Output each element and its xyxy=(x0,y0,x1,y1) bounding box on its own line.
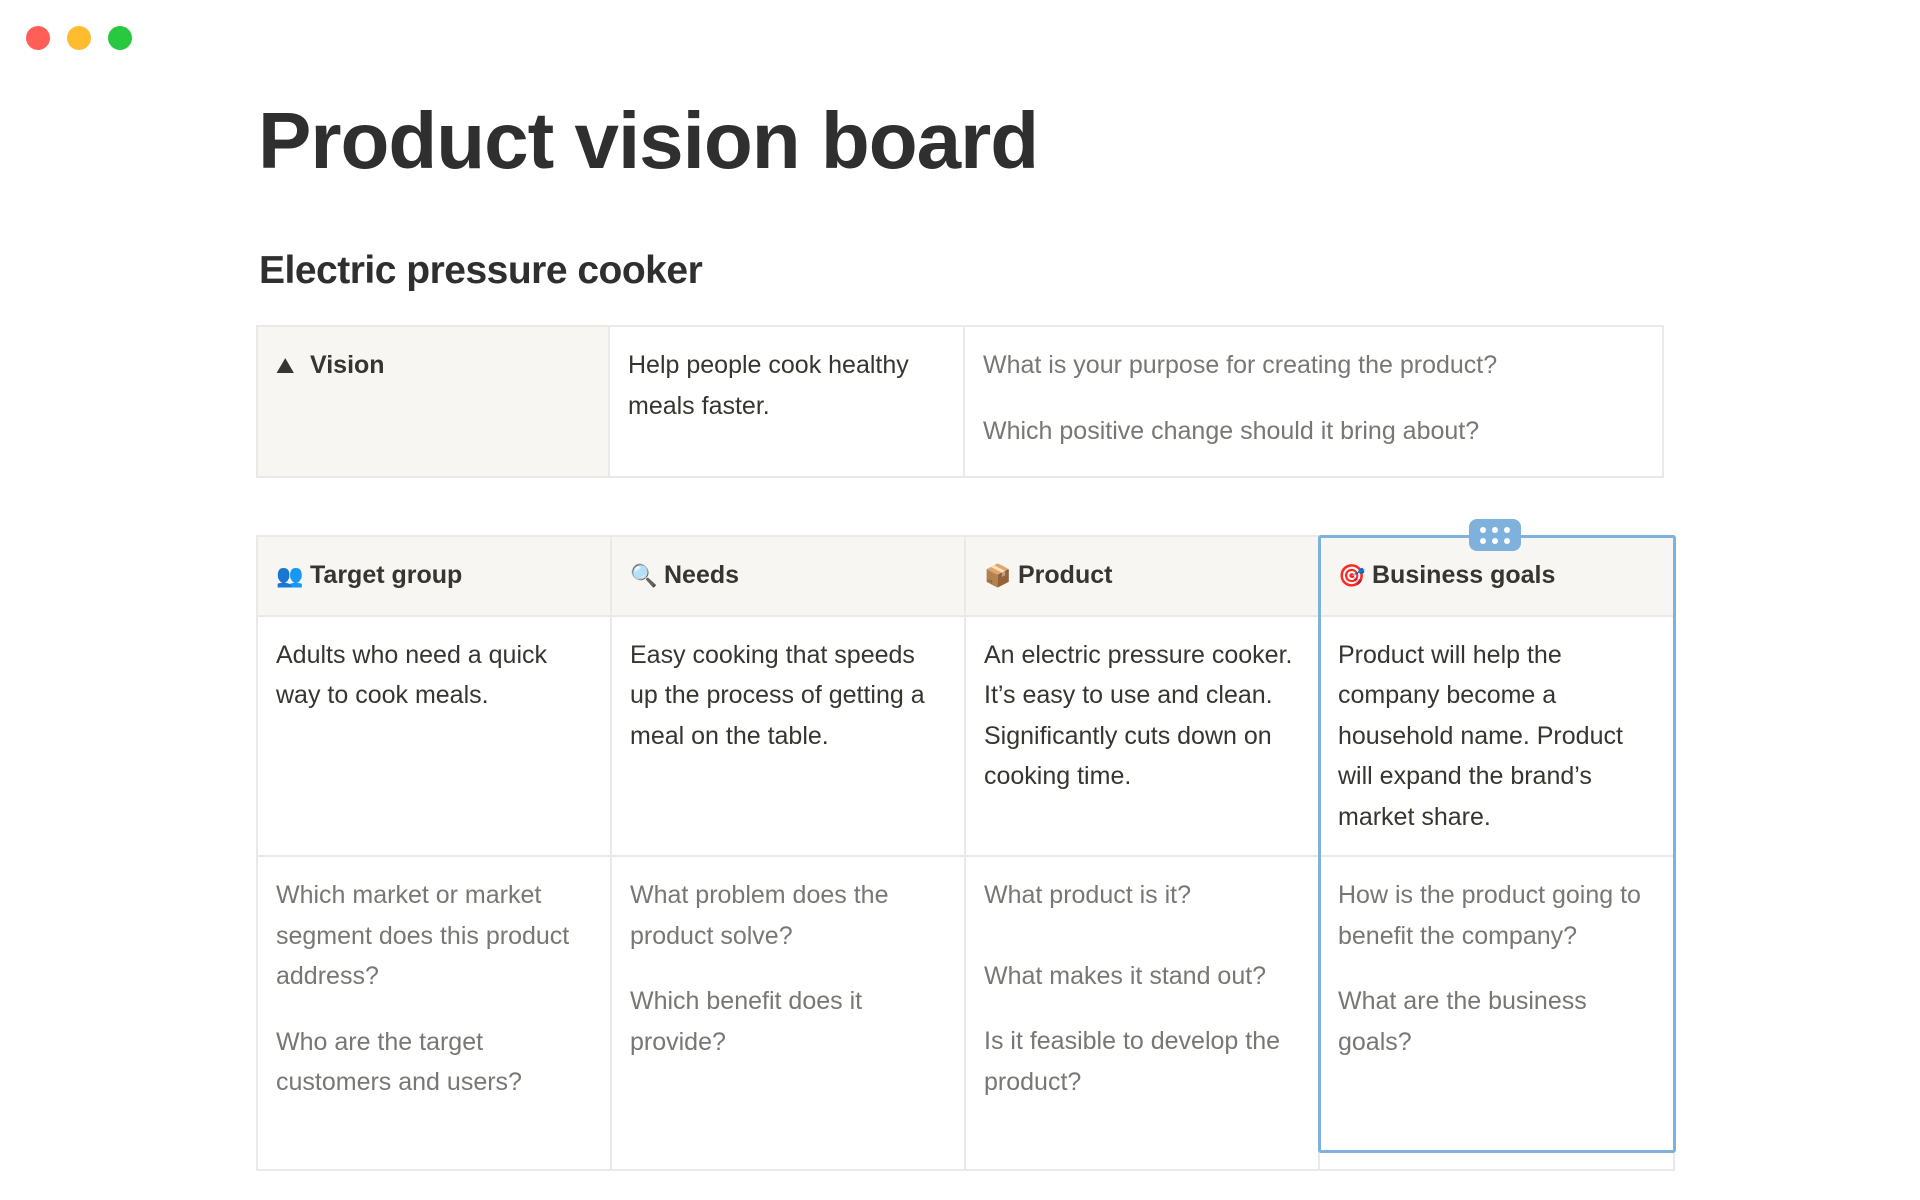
value-cell[interactable]: An electric pressure cooker. It’s easy t… xyxy=(964,614,1320,857)
vision-board-table: 👥 Target group 🔍 Needs 📦 Product 🎯 Business … xyxy=(256,535,1675,1171)
vision-header-cell[interactable]: ⛰ Vision xyxy=(256,325,610,478)
header-product[interactable]: 📦 Product xyxy=(964,535,1320,617)
header-label: Product xyxy=(1018,561,1113,589)
drag-handle-icon[interactable] xyxy=(1469,519,1521,551)
header-label: Needs xyxy=(664,561,740,589)
header-label: Target group xyxy=(310,561,463,589)
question: Which market or market segment does this… xyxy=(276,881,570,990)
close-button[interactable] xyxy=(26,26,50,50)
question: Who are the target customers and users? xyxy=(276,1027,522,1097)
vision-table: ⛰ Vision Help people cook healthy meals f… xyxy=(256,325,1664,478)
value-cell[interactable]: Easy cooking that speeds up the process … xyxy=(610,614,966,857)
question: What problem does the product solve? xyxy=(630,881,889,950)
header-needs[interactable]: 🔍 Needs xyxy=(610,535,966,617)
question: What are the business goals? xyxy=(1338,987,1587,1056)
package-icon: 📦 xyxy=(984,563,1012,588)
window-controls xyxy=(26,26,132,50)
question: Is it feasible to develop the product? xyxy=(984,1027,1281,1096)
vision-value-cell[interactable]: Help people cook healthy meals faster. xyxy=(608,325,965,478)
questions-cell[interactable]: How is the product going to benefit the … xyxy=(1318,855,1675,1171)
question: What product is it? xyxy=(984,881,1192,909)
page-subtitle: Electric pressure cooker xyxy=(259,249,703,292)
value-cell[interactable]: Product will help the company become a h… xyxy=(1318,614,1675,857)
questions-cell[interactable]: Which market or market segment does this… xyxy=(256,855,612,1171)
header-label: Business goals xyxy=(1372,561,1556,589)
vision-label: Vision xyxy=(310,351,385,379)
question: Which benefit does it provide? xyxy=(630,987,863,1056)
maximize-button[interactable] xyxy=(108,26,132,50)
questions-cell[interactable]: What product is it? What makes it stand o… xyxy=(964,855,1320,1171)
questions-cell[interactable]: What problem does the product solve? Whic… xyxy=(610,855,966,1171)
vision-value: Help people cook healthy meals faster. xyxy=(628,351,909,420)
question: What makes it stand out? xyxy=(984,961,1267,990)
minimize-button[interactable] xyxy=(67,26,91,50)
header-target-group[interactable]: 👥 Target group xyxy=(256,535,612,617)
magnifier-icon: 🔍 xyxy=(630,563,658,588)
question: Which positive change should it bring ab… xyxy=(983,416,1480,445)
mountain-icon: ⛰ xyxy=(276,353,295,378)
question: How is the product going to benefit the … xyxy=(1338,881,1641,950)
value-cell[interactable]: Adults who need a quick way to cook meal… xyxy=(256,614,612,857)
question: What is your purpose for creating the pr… xyxy=(983,351,1498,379)
target-icon: 🎯 xyxy=(1338,563,1366,588)
vision-questions-cell[interactable]: What is your purpose for creating the pr… xyxy=(963,325,1664,478)
people-icon: 👥 xyxy=(276,563,304,588)
page-title: Product vision board xyxy=(258,96,1039,185)
